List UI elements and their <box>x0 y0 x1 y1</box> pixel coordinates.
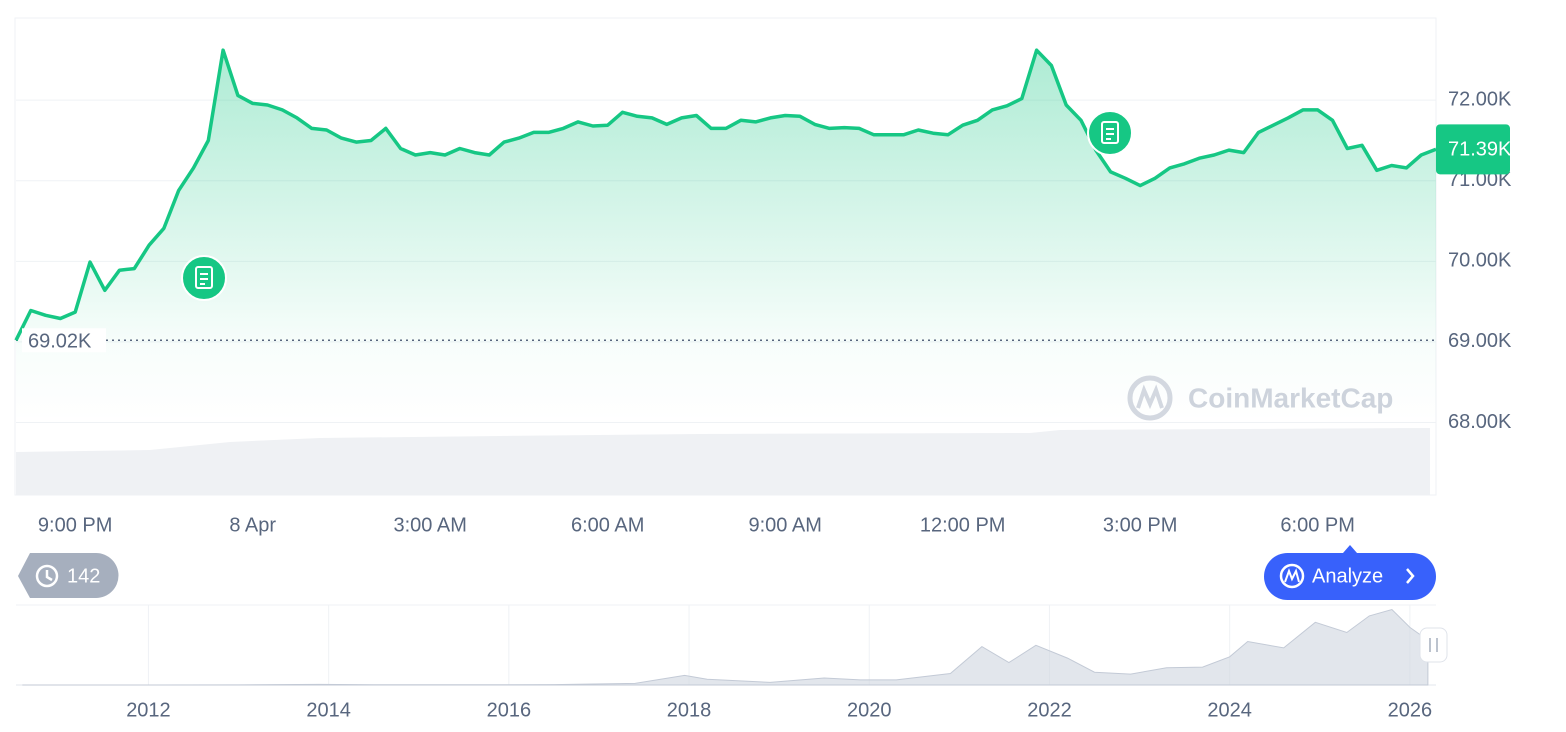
x-tick-label: 3:00 AM <box>393 514 466 536</box>
analyze-label: Analyze <box>1312 565 1383 587</box>
last-price-tag <box>1436 124 1510 175</box>
low-label: 69.02K <box>28 331 92 353</box>
price-line <box>14 48 1437 342</box>
last-price-label: 71.39K <box>1448 139 1512 161</box>
x-tick-label: 2014 <box>306 699 351 721</box>
x-tick-label: 9:00 AM <box>748 514 821 536</box>
x-tick-label: 2022 <box>1027 699 1072 721</box>
y-tick-label: 72.00K <box>1448 88 1512 110</box>
navigator-handle[interactable] <box>1419 627 1448 663</box>
news-marker[interactable] <box>181 255 227 301</box>
y-tick-label: 70.00K <box>1448 250 1512 272</box>
low-label-bg <box>22 328 106 353</box>
x-tick-label: 6:00 PM <box>1280 514 1354 536</box>
x-tick-label: 2018 <box>667 699 712 721</box>
x-tick-label: 2026 <box>1388 699 1433 721</box>
x-tick-label: 12:00 PM <box>920 514 1006 536</box>
x-tick-label: 3:00 PM <box>1103 514 1177 536</box>
y-tick-label: 71.00K <box>1448 169 1512 191</box>
navigator-area <box>22 608 1429 686</box>
news-marker[interactable] <box>1087 110 1133 156</box>
watermark-text: CoinMarketCap <box>1188 382 1393 413</box>
x-tick-label: 2016 <box>487 699 532 721</box>
x-tick-label: 6:00 AM <box>571 514 644 536</box>
x-tick-label: 2020 <box>847 699 892 721</box>
volume-band <box>16 428 1430 495</box>
x-tick-label: 2024 <box>1207 699 1252 721</box>
x-tick-label: 9:00 PM <box>38 514 112 536</box>
x-tick-label: 8 Apr <box>229 514 276 536</box>
y-tick-label: 69.00K <box>1448 330 1512 352</box>
history-count: 142 <box>67 565 100 587</box>
watermark: CoinMarketCap <box>1127 375 1393 421</box>
history-pill[interactable]: 142 <box>18 553 119 598</box>
y-tick-label: 68.00K <box>1448 411 1512 433</box>
price-area <box>16 50 1436 422</box>
x-tick-label: 2012 <box>126 699 171 721</box>
analyze-button[interactable]: Analyze <box>1264 545 1436 600</box>
